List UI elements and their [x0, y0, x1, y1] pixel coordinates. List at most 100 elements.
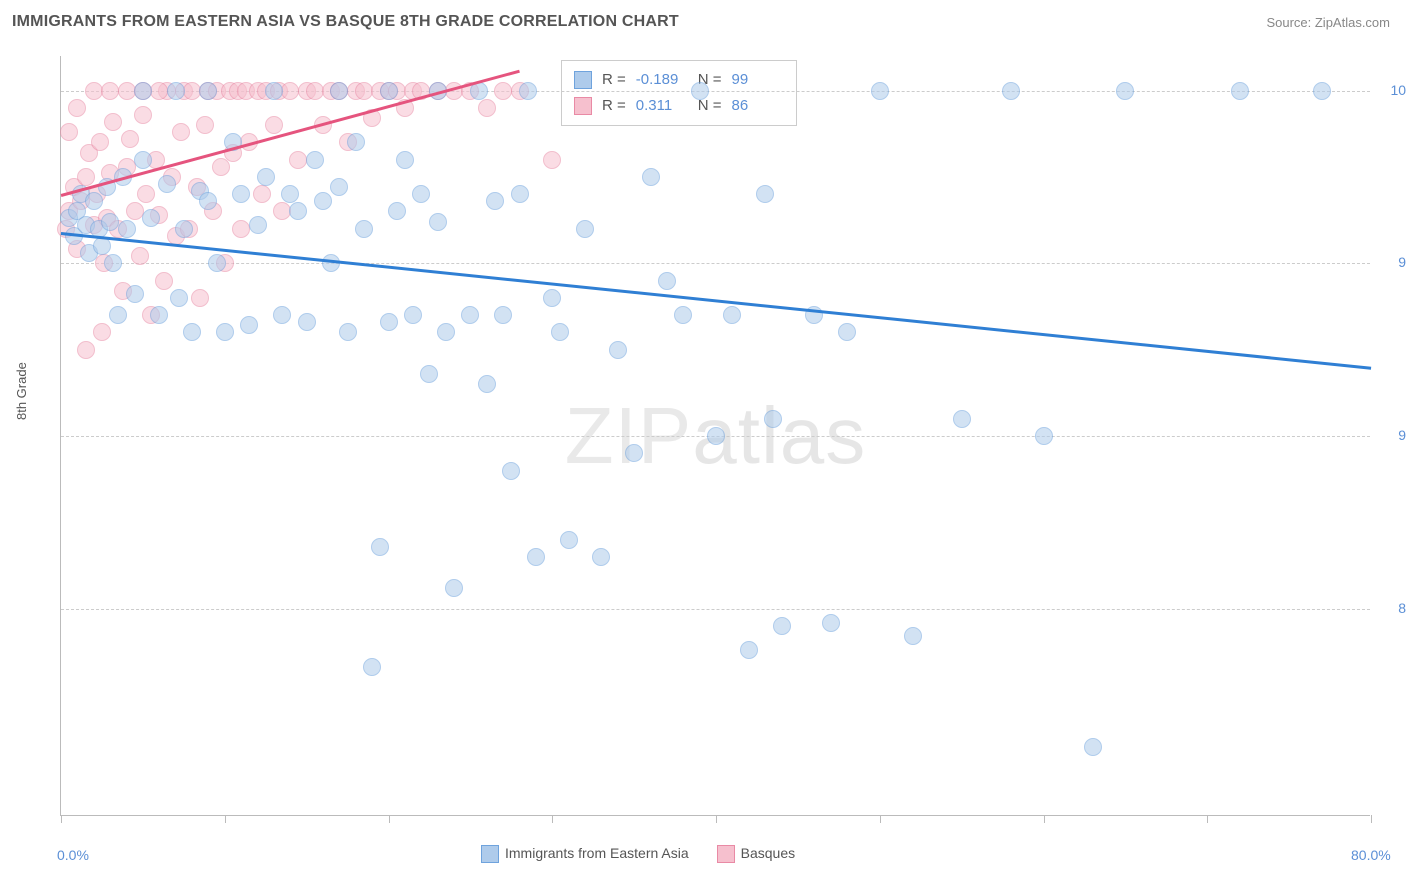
data-point [674, 306, 692, 324]
data-point [625, 444, 643, 462]
data-point [494, 82, 512, 100]
data-point [60, 123, 78, 141]
y-tick-label: 100.0% [1378, 82, 1406, 98]
x-tick [552, 815, 553, 823]
y-tick-label: 95.0% [1378, 254, 1406, 270]
data-point [740, 641, 758, 659]
data-point [502, 462, 520, 480]
x-tick [880, 815, 881, 823]
data-point [756, 185, 774, 203]
data-point [85, 192, 103, 210]
data-point [347, 133, 365, 151]
data-point [232, 220, 250, 238]
data-point [183, 82, 201, 100]
data-point [1313, 82, 1331, 100]
data-point [723, 306, 741, 324]
data-point [1002, 82, 1020, 100]
data-point [265, 82, 283, 100]
data-point [77, 168, 95, 186]
n-value: 86 [732, 93, 784, 119]
legend-item: Basques [717, 845, 795, 863]
data-point [543, 289, 561, 307]
y-tick-label: 90.0% [1378, 427, 1406, 443]
data-point [551, 323, 569, 341]
data-point [91, 133, 109, 151]
data-point [121, 130, 139, 148]
data-point [371, 538, 389, 556]
legend-swatch-icon [481, 845, 499, 863]
data-point [445, 579, 463, 597]
data-point [93, 323, 111, 341]
data-point [77, 341, 95, 359]
data-point [150, 306, 168, 324]
data-point [592, 548, 610, 566]
data-point [314, 192, 332, 210]
data-point [576, 220, 594, 238]
series-swatch-icon [574, 71, 592, 89]
data-point [199, 192, 217, 210]
x-tick [61, 815, 62, 823]
data-point [642, 168, 660, 186]
data-point [208, 254, 226, 272]
x-tick [389, 815, 390, 823]
x-tick-label: 80.0% [1351, 847, 1391, 863]
data-point [339, 323, 357, 341]
data-point [167, 82, 185, 100]
data-point [871, 82, 889, 100]
data-point [543, 151, 561, 169]
data-point [306, 151, 324, 169]
data-point [257, 168, 275, 186]
x-tick [225, 815, 226, 823]
data-point [519, 82, 537, 100]
data-point [404, 306, 422, 324]
data-point [560, 531, 578, 549]
scatter-plot: ZIPatlas R = -0.189 N = 99 R = 0.311 N =… [60, 56, 1370, 816]
data-point [412, 185, 430, 203]
data-point [281, 185, 299, 203]
data-point [101, 82, 119, 100]
data-point [527, 548, 545, 566]
data-point [953, 410, 971, 428]
x-tick [1207, 815, 1208, 823]
data-point [131, 247, 149, 265]
data-point [155, 272, 173, 290]
series-swatch-icon [574, 97, 592, 115]
data-point [363, 658, 381, 676]
stats-row: R = -0.189 N = 99 [574, 67, 784, 93]
data-point [232, 185, 250, 203]
data-point [1231, 82, 1249, 100]
data-point [289, 202, 307, 220]
data-point [330, 178, 348, 196]
data-point [118, 82, 136, 100]
data-point [134, 82, 152, 100]
data-point [1084, 738, 1102, 756]
data-point [1116, 82, 1134, 100]
data-point [126, 202, 144, 220]
data-point [380, 313, 398, 331]
data-point [85, 82, 103, 100]
data-point [289, 151, 307, 169]
data-point [691, 82, 709, 100]
x-tick-label: 0.0% [57, 847, 89, 863]
legend-label: Immigrants from Eastern Asia [505, 845, 689, 861]
data-point [658, 272, 676, 290]
data-point [396, 151, 414, 169]
data-point [118, 220, 136, 238]
data-point [93, 237, 111, 255]
data-point [461, 306, 479, 324]
data-point [240, 316, 258, 334]
correlation-stats-box: R = -0.189 N = 99 R = 0.311 N = 86 [561, 60, 797, 126]
trend-line [61, 232, 1371, 369]
data-point [437, 323, 455, 341]
data-point [172, 123, 190, 141]
r-value: -0.189 [636, 67, 688, 93]
data-point [773, 617, 791, 635]
data-point [511, 185, 529, 203]
data-point [158, 175, 176, 193]
y-tick-label: 85.0% [1378, 600, 1406, 616]
x-tick [716, 815, 717, 823]
data-point [265, 116, 283, 134]
data-point [249, 216, 267, 234]
data-point [355, 220, 373, 238]
data-point [273, 202, 291, 220]
